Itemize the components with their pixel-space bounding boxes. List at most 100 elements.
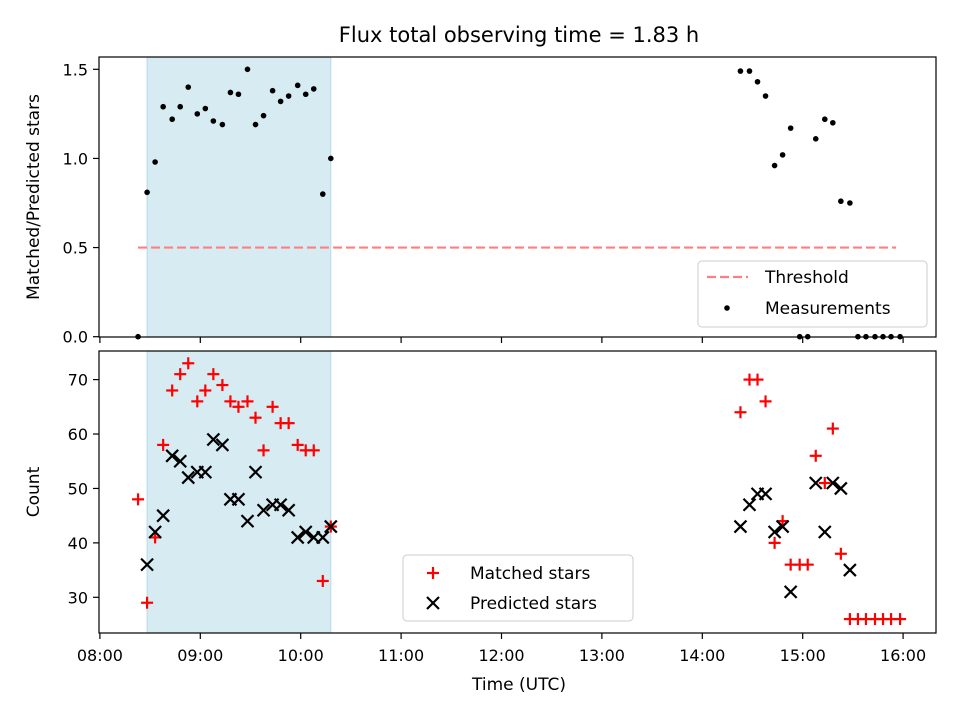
ratio-y-axis: 0.0 0.5 1.0 1.5 [63, 60, 99, 347]
predicted-star-point [818, 525, 832, 539]
predicted-legend-label: Predicted stars [470, 594, 597, 614]
matched-star-point [132, 493, 145, 506]
matched-star-point [282, 417, 295, 430]
measurement-point [219, 121, 226, 128]
measurement-point [202, 105, 209, 112]
predicted-star-point [281, 503, 296, 517]
counts-plot-frame [98, 350, 937, 634]
measurement-point [746, 68, 753, 74]
measurement-point [144, 189, 150, 196]
measurement-point [779, 152, 786, 158]
measurement-point [830, 119, 836, 126]
predicted-legend-swatch [426, 596, 440, 610]
measurement-point [194, 111, 201, 117]
measurement-point [169, 116, 175, 123]
x-tick-label: 16:00 [880, 646, 926, 665]
matched-stars-series [132, 357, 907, 626]
ratio-y-tick-label: 1.0 [63, 149, 88, 168]
measurement-point [294, 82, 301, 89]
measurement-point [160, 103, 166, 110]
measurement-point [310, 86, 317, 92]
matched-star-point [809, 449, 822, 462]
x-tick-label: 13:00 [579, 646, 625, 665]
predicted-star-point [316, 530, 330, 545]
predicted-star-point [733, 519, 748, 534]
predicted-star-point [148, 525, 162, 539]
counts-legend-frame [402, 554, 634, 622]
measurement-point [302, 91, 309, 98]
matched-star-point [232, 400, 245, 413]
measurement-point [277, 98, 284, 105]
matched-star-point [834, 547, 847, 560]
matched-star-point [751, 373, 764, 386]
ratio-panel: 0.0 0.5 1.0 1.5 Matched/Predicted stars Thr… [24, 56, 937, 347]
predicted-star-point [140, 557, 154, 572]
measurement-point [227, 89, 234, 96]
predicted-star-point [215, 438, 230, 452]
measurements-series [135, 66, 903, 340]
measurement-point [210, 118, 217, 124]
matched-star-point [818, 477, 831, 490]
predicted-star-point [843, 563, 857, 577]
x-tick-label: 15:00 [780, 646, 826, 665]
predicted-star-point [198, 465, 213, 479]
measurement-point [252, 121, 259, 128]
ratio-legend-frame [697, 260, 928, 328]
matched-star-point [801, 558, 814, 571]
matched-star-point [316, 574, 329, 587]
matched-star-point [224, 395, 237, 408]
matched-star-point [894, 613, 907, 626]
measurement-point [847, 200, 853, 206]
x-tick-label: 08:00 [77, 646, 123, 665]
predicted-star-point [165, 449, 179, 463]
measurement-point [821, 116, 828, 123]
matched-star-point [207, 368, 220, 381]
matched-star-point [291, 438, 304, 451]
predicted-star-point [240, 514, 255, 528]
predicted-star-point [834, 481, 848, 496]
matched-star-point [734, 406, 747, 419]
matched-star-point [199, 384, 212, 397]
measurement-point [771, 162, 778, 169]
counts-x-axis: 08:00 09:00 10:00 11:00 12:00 13:00 14:00 15:00… [77, 633, 926, 665]
chart-title: Flux total observing time = 1.83 h [339, 23, 699, 47]
counts-y-axis-label: Count [24, 466, 44, 517]
measurement-point [177, 103, 184, 110]
counts-y-axis: 30 40 50 60 70 [68, 371, 99, 607]
predicted-star-point [273, 497, 288, 512]
measurements-legend-swatch [724, 305, 730, 311]
measurement-point [787, 125, 794, 131]
predicted-star-point [767, 525, 782, 539]
x-tick-label: 12:00 [478, 646, 524, 665]
measurement-point [269, 87, 276, 94]
matched-star-point [191, 395, 204, 408]
predicted-stars-series [140, 432, 857, 599]
matched-star-point [826, 422, 839, 435]
matched-star-point [768, 536, 781, 549]
counts-y-tick-label: 50 [68, 479, 88, 498]
predicted-star-point [298, 525, 313, 539]
predicted-star-point [256, 503, 271, 517]
ratio-plot-frame [98, 56, 937, 338]
x-tick-label: 11:00 [378, 646, 424, 665]
x-tick-label: 14:00 [679, 646, 725, 665]
measurement-point [838, 198, 844, 205]
matched-star-point [157, 438, 170, 451]
matched-star-point [266, 400, 279, 413]
x-axis-label: Time (UTC) [471, 675, 566, 695]
ratio-legend: Threshold Measurements [697, 260, 928, 328]
counts-legend: Matched stars Predicted stars [402, 554, 634, 622]
ratio-y-tick-label: 1.5 [63, 60, 88, 79]
measurement-point [185, 84, 192, 90]
measurement-point [754, 78, 761, 85]
measurement-point [737, 68, 744, 74]
matched-star-point [216, 379, 229, 392]
matched-star-point [174, 368, 187, 381]
predicted-star-point [742, 497, 757, 512]
counts-y-tick-label: 70 [68, 371, 88, 390]
predicted-star-point [775, 519, 790, 534]
predicted-star-point [206, 432, 221, 447]
predicted-star-point [826, 476, 840, 490]
matched-star-point [257, 444, 270, 457]
measurement-point [244, 66, 251, 73]
